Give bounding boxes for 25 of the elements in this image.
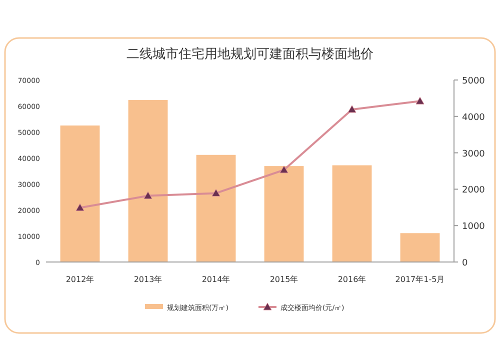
point: [144, 192, 152, 199]
x-tick-label: 2013年: [134, 275, 162, 284]
y2-tick-label: 1000: [462, 222, 486, 232]
y2-tick-label: 2000: [462, 186, 486, 196]
y2-tick-label: 4000: [462, 112, 486, 123]
point: [76, 204, 84, 212]
point: [212, 188, 220, 196]
point: [416, 96, 424, 104]
x-tick-label: 2017年1-5月: [395, 275, 445, 284]
y2-tick-label: 3000: [462, 149, 486, 160]
y2-tick-label: 0: [462, 258, 468, 268]
x-tick-label: 2015年: [270, 275, 298, 284]
bar: [196, 154, 236, 262]
x-tick-label: 2014年: [202, 275, 230, 284]
bar: [332, 165, 372, 262]
bar: [400, 233, 440, 262]
bar: [264, 166, 304, 262]
chart-title: 二线城市住宅用地规划可建面积与楼面地价: [126, 46, 374, 62]
x-tick-label: 2012年: [66, 275, 94, 284]
bar: [60, 126, 100, 262]
x-tick-label: 2016年: [338, 275, 366, 284]
bar: [128, 100, 168, 262]
y2-tick-label: 5000: [462, 76, 486, 86]
point: [280, 166, 288, 174]
point: [348, 105, 356, 113]
